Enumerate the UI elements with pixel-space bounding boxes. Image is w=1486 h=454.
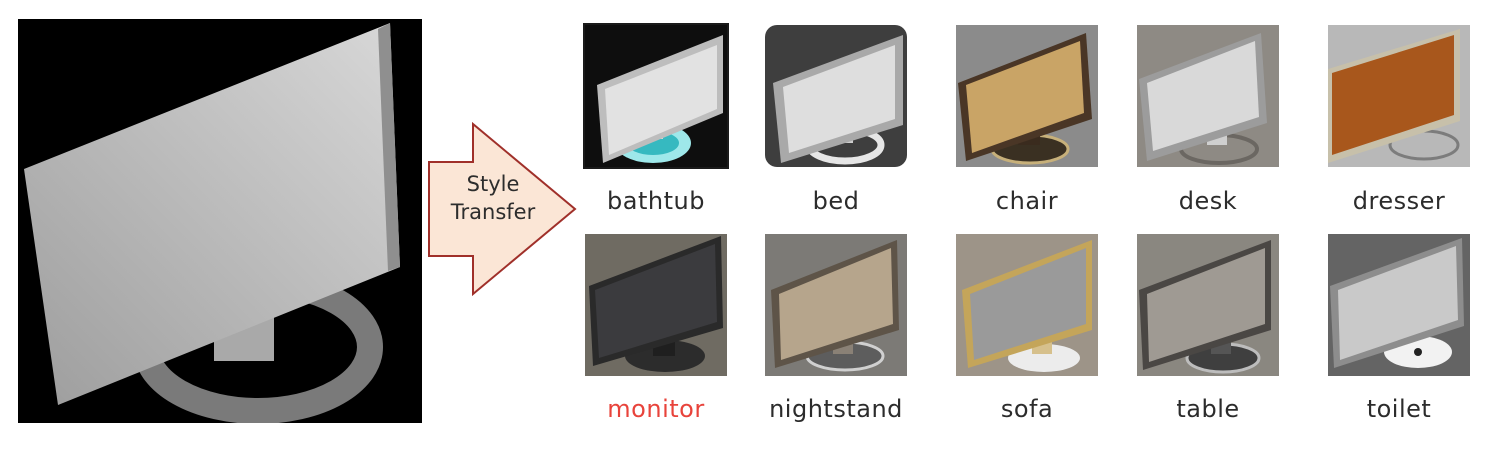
thumb-chair xyxy=(956,25,1098,167)
source-depth-image xyxy=(18,19,422,423)
label-chair: chair xyxy=(995,187,1059,215)
thumb-desk xyxy=(1137,25,1279,167)
label-bathtub: bathtub xyxy=(607,187,705,215)
thumb-bed xyxy=(765,25,907,167)
thumb-table xyxy=(1137,234,1279,376)
thumb-dresser xyxy=(1328,25,1470,167)
style-transfer-arrow: Style Transfer xyxy=(427,121,579,297)
label-sofa: sofa xyxy=(1000,395,1054,423)
arrow-label-line2: Transfer xyxy=(450,200,536,224)
label-monitor: monitor xyxy=(607,395,705,423)
label-toilet: toilet xyxy=(1366,395,1432,423)
label-desk: desk xyxy=(1178,187,1238,215)
arrow-label-line1: Style xyxy=(466,172,520,196)
arrow-label: Style Transfer xyxy=(427,170,559,226)
thumb-nightstand xyxy=(765,234,907,376)
thumb-monitor xyxy=(585,234,727,376)
thumb-bathtub xyxy=(583,23,729,169)
label-bed: bed xyxy=(812,187,860,215)
thumb-sofa xyxy=(956,234,1098,376)
label-table: table xyxy=(1176,395,1240,423)
label-dresser: dresser xyxy=(1352,187,1446,215)
label-nightstand: nightstand xyxy=(769,395,903,423)
thumb-toilet xyxy=(1328,234,1470,376)
